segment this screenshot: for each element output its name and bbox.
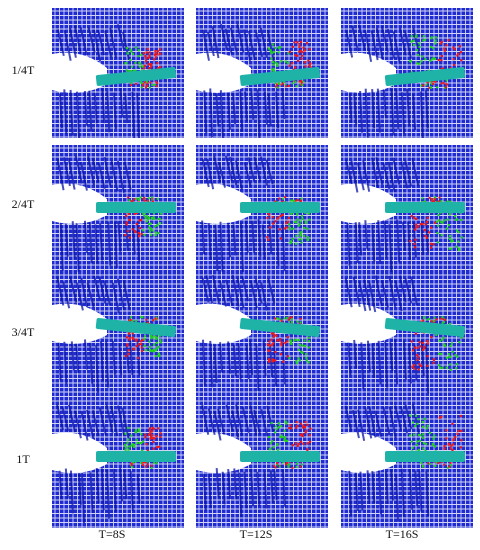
row-label-full-period: 1T <box>16 452 30 466</box>
particle-field-image <box>52 8 184 138</box>
row-label-half-period: 2/4T <box>11 197 35 211</box>
particle-field-image <box>52 272 184 402</box>
particle-field-image <box>196 8 328 138</box>
simulation-panel <box>341 145 473 275</box>
simulation-panel <box>196 8 328 138</box>
particle-field-image <box>196 272 328 402</box>
simulation-panel <box>341 398 473 528</box>
particle-field-image <box>52 145 184 275</box>
particle-field-image <box>341 398 473 528</box>
row-label-quarter-period: 1/4T <box>11 63 35 77</box>
column-label-16s: T=16S <box>385 527 419 541</box>
row-label-three-quarter-period: 3/4T <box>11 325 35 339</box>
particle-field-image <box>341 8 473 138</box>
simulation-panel <box>196 398 328 528</box>
particle-field-image <box>196 398 328 528</box>
column-label-12s: T=12S <box>239 527 273 541</box>
simulation-panel <box>52 145 184 275</box>
simulation-panel <box>52 398 184 528</box>
particle-field-image <box>196 145 328 275</box>
simulation-panel <box>52 272 184 402</box>
particle-field-image <box>341 145 473 275</box>
simulation-panel <box>196 272 328 402</box>
column-label-8s: T=8S <box>98 527 126 541</box>
simulation-panel <box>52 8 184 138</box>
particle-field-image <box>341 272 473 402</box>
simulation-panel <box>341 8 473 138</box>
simulation-panel <box>341 272 473 402</box>
particle-field-image <box>52 398 184 528</box>
simulation-panel <box>196 145 328 275</box>
